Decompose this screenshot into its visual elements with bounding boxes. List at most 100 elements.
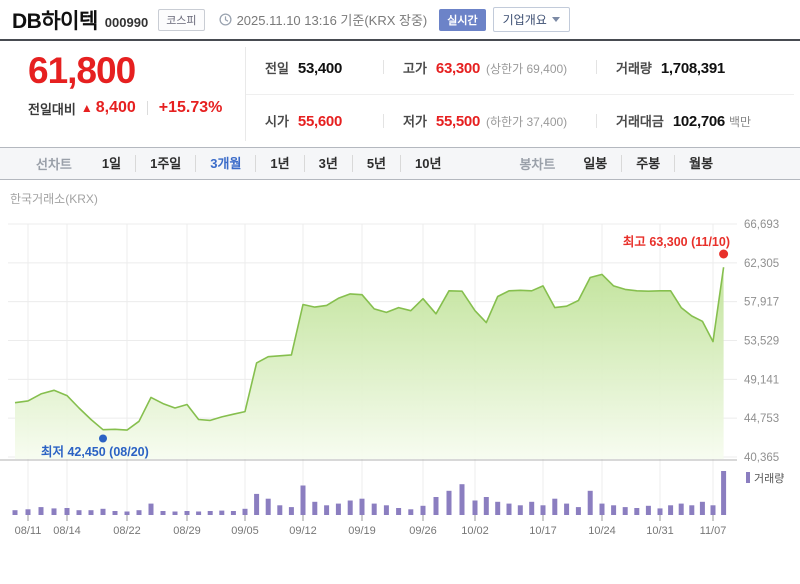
company-overview-label: 기업개요 [502,13,547,27]
volume-bar [160,511,166,515]
low-value: 55,500 [435,113,481,131]
tab-1주일[interactable]: 1주일 [135,154,196,172]
volume-bar [230,511,236,515]
volume-bar [420,505,426,515]
high-cell: 고가 63,300 (상한가 69,400) [384,58,596,77]
volume-bar [12,510,18,515]
quote-datetime: 2025.11.10 13:16 기준(KRX 장중) [236,13,428,28]
x-axis-label: 09/19 [348,525,376,537]
tab-주봉[interactable]: 주봉 [621,154,675,172]
line-chart-tabs: 1일 1주일 3개월 1년 3년 5년 10년 [88,154,456,173]
x-axis-label: 09/26 [409,525,437,537]
exchange-source-label: 한국거래소(KRX) [10,192,98,206]
open-value: 55,600 [297,113,343,131]
y-axis-label: 40,365 [744,452,779,464]
volume-bar [312,501,318,515]
clock-icon [219,13,232,26]
tab-10년[interactable]: 10년 [400,154,456,172]
volume-cell: 거래량 1,708,391 [597,58,725,77]
x-axis-label: 08/11 [15,525,42,537]
volume-bar [38,507,44,515]
volume-bar [668,505,674,515]
x-axis-label: 09/12 [289,525,317,537]
volume-bar [335,503,341,515]
volume-bar [265,498,271,515]
volume-bar [172,511,178,515]
divider [383,113,384,128]
lower-limit: (하한가 37,400) [486,115,568,130]
max-price-dot [719,249,729,259]
chart-period-tabbar: 선차트 1일 1주일 3개월 1년 3년 5년 10년 봉차트 일봉 주봉 월봉 [0,147,800,180]
volume-bar [207,511,213,515]
max-price-annotation: 최고 63,300 (11/10) [623,234,730,249]
trade-value-cell: 거래대금 102,706 백만 [597,111,751,130]
quote-detail-table: 전일 53,400 고가 63,300 (상한가 69,400) 거래량 1,7… [246,41,794,147]
company-overview-button[interactable]: 기업개요 [492,7,570,32]
divider [146,101,148,116]
volume-bar [459,484,465,515]
low-cell: 저가 55,500 (하한가 37,400) [384,111,596,130]
change-value: 8,400 [95,99,136,117]
tab-월봉[interactable]: 월봉 [674,154,728,172]
table-row: 시가 55,600 저가 55,500 (하한가 37,400) 거래대금 10… [246,93,794,148]
volume-bar [564,503,570,515]
volume-bar [483,497,489,515]
volume-bar [76,510,82,515]
divider [383,60,384,75]
price-change-row: 전일대비 ▲ 8,400 +15.73% [28,99,222,118]
tab-1일[interactable]: 1일 [101,155,122,171]
market-badge: 코스피 [158,8,205,31]
volume-bar [645,505,651,515]
price-line [14,267,725,431]
volume-bar [136,510,142,515]
volume-bar [254,493,260,515]
volume-bar [408,509,414,515]
up-triangle-icon: ▲ [80,101,93,116]
volume-bar [124,511,130,515]
tab-3년[interactable]: 3년 [303,154,352,172]
volume-bar [359,498,365,515]
x-axis-label: 08/29 [173,525,201,537]
volume-bar [689,505,695,515]
prev-close-cell: 전일 53,400 [246,58,383,77]
current-price: 61,800 [28,50,136,91]
realtime-badge[interactable]: 실시간 [439,8,486,31]
volume-value: 1,708,391 [660,59,725,77]
price-area-fill [15,267,724,459]
volume-bar [517,505,523,515]
candle-chart-tabs: 일봉 주봉 월봉 [569,154,728,173]
x-axis-label: 10/17 [529,525,557,537]
x-axis-label: 10/24 [588,525,616,537]
tab-3개월[interactable]: 3개월 [195,154,256,172]
candle-chart-group-label: 봉차트 [519,157,556,172]
x-axis-label: 11/07 [700,525,727,537]
volume-bar [622,507,628,515]
trade-value: 102,706 [672,113,725,131]
x-axis-label: 08/14 [53,525,81,537]
volume-legend-label: 거래량 [754,472,784,485]
change-label: 전일대비 [28,101,76,117]
x-axis-label: 09/05 [231,525,259,537]
volume-bar [347,500,353,515]
volume-bar [575,507,581,515]
tab-5년[interactable]: 5년 [351,154,401,172]
volume-bar [371,503,377,515]
tab-일봉[interactable]: 일봉 [583,155,608,171]
volume-bar [277,505,283,515]
volume-bar [634,508,640,515]
x-axis-label: 08/22 [113,525,141,537]
volume-bar [552,498,558,515]
volume-bar [324,505,330,515]
table-row: 전일 53,400 고가 63,300 (상한가 69,400) 거래량 1,7… [246,41,794,94]
tab-1년[interactable]: 1년 [255,154,304,172]
volume-bar [112,511,118,515]
volume-bar [446,490,452,515]
y-axis-label: 57,917 [744,297,779,309]
stock-code: 000990 [104,14,149,30]
price-volume-chart: 40,365 44,753 49,141 53,529 57,917 62,305 66,6… [0,219,784,537]
price-summary-panel: 61,800 전일대비 ▲ 8,400 +15.73% 전일 53,400 고가… [0,41,800,147]
volume-bar [495,501,501,515]
upper-limit: (상한가 69,400) [486,61,568,76]
volume-bar [184,511,190,515]
volume-bar [657,508,663,515]
